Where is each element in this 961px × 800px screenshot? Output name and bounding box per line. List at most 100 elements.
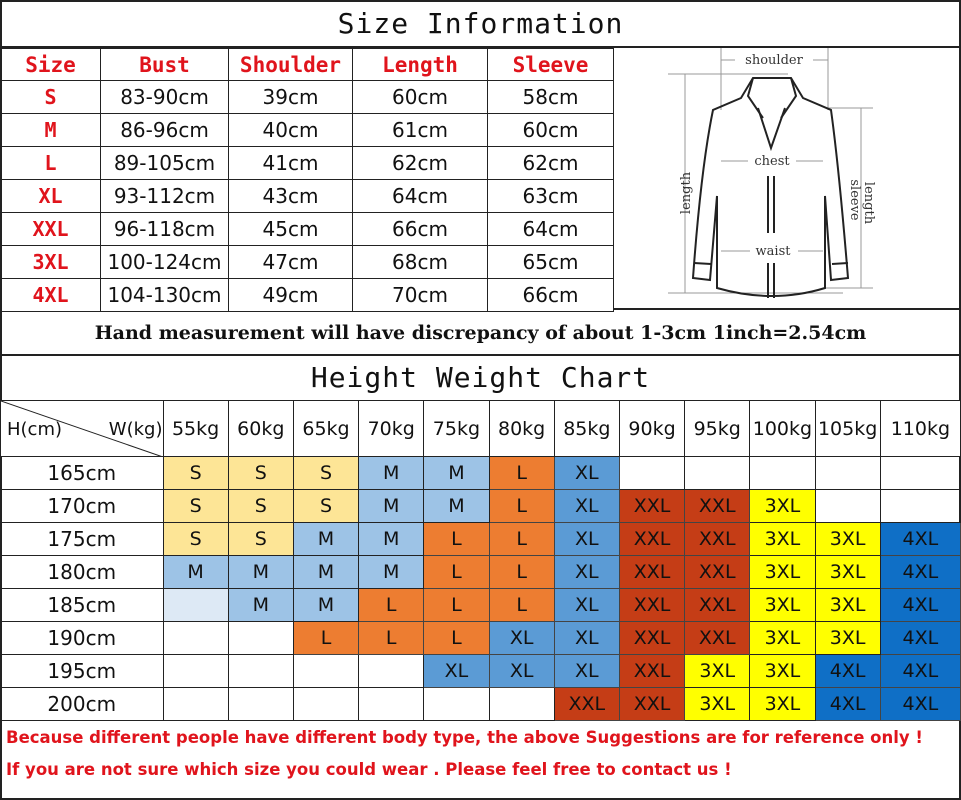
- size-cell: [814, 489, 881, 523]
- weight-header: 80kg: [488, 400, 555, 457]
- size-cell: 4XL: [879, 522, 961, 556]
- size-value: 62cm: [487, 146, 614, 180]
- size-cell: [488, 687, 555, 721]
- height-label: 165cm: [0, 456, 164, 490]
- size-table-header: Size Bust Shoulder Length Sleeve: [0, 48, 614, 81]
- size-cell: [618, 456, 686, 490]
- size-cell: [879, 489, 961, 523]
- size-cell: 4XL: [879, 687, 961, 721]
- label-length: length: [679, 171, 694, 214]
- size-cell: L: [488, 555, 555, 589]
- size-value: 43cm: [228, 179, 353, 213]
- height-label: 180cm: [0, 555, 164, 589]
- size-cell: XL: [553, 489, 620, 523]
- size-value: 100-124cm: [100, 245, 229, 279]
- size-cell: M: [423, 489, 490, 523]
- size-cell: S: [162, 456, 229, 490]
- size-cell: XL: [553, 522, 620, 556]
- size-row: XXL 96-118cm 45cm 66cm 64cm: [0, 212, 614, 246]
- size-cell: [162, 621, 229, 655]
- height-label: 170cm: [0, 489, 164, 523]
- size-value: 89-105cm: [100, 146, 229, 180]
- size-cell: [879, 456, 961, 490]
- size-cell: XXL: [684, 621, 751, 655]
- size-cell: XL: [488, 654, 555, 688]
- weight-axis-label: W(kg): [108, 419, 163, 440]
- size-info-table: Size Bust Shoulder Length Sleeve S 83-90cm 39c…: [0, 48, 614, 312]
- weight-header: 60kg: [227, 400, 294, 457]
- label-sleeve-length: length: [861, 182, 876, 225]
- height-row: 175cm S S M M L L XL XXL XXL 3XL 3XL 4XL: [0, 522, 961, 556]
- size-cell: M: [358, 522, 425, 556]
- size-label: S: [0, 80, 101, 114]
- size-cell: [162, 588, 229, 622]
- size-cell: 4XL: [879, 654, 961, 688]
- footer-line-2: If you are not sure which size you could…: [6, 760, 732, 779]
- label-shoulder: shoulder: [745, 53, 803, 68]
- size-cell: L: [488, 588, 555, 622]
- weight-header: 100kg: [749, 400, 816, 457]
- size-header-shoulder: Shoulder: [228, 48, 353, 81]
- size-cell: XXL: [684, 588, 751, 622]
- size-cell: 3XL: [749, 654, 816, 688]
- size-cell: L: [292, 621, 360, 655]
- weight-header-row: H(cm) W(kg) 55kg 60kg 65kg 70kg 75kg 80kg 85kg…: [0, 400, 961, 457]
- size-cell: 3XL: [814, 522, 881, 556]
- size-cell: XL: [553, 555, 620, 589]
- size-cell: [227, 621, 294, 655]
- weight-header: 90kg: [618, 400, 686, 457]
- size-value: 39cm: [228, 80, 353, 114]
- size-cell: [227, 687, 294, 721]
- size-value: 63cm: [487, 179, 614, 213]
- size-value: 65cm: [487, 245, 614, 279]
- size-value: 58cm: [487, 80, 614, 114]
- size-value: 61cm: [352, 113, 488, 147]
- size-cell: [227, 654, 294, 688]
- size-value: 60cm: [487, 113, 614, 147]
- height-label: 200cm: [0, 687, 164, 721]
- weight-header: 85kg: [553, 400, 620, 457]
- size-value: 64cm: [487, 212, 614, 246]
- height-weight-table: H(cm) W(kg) 55kg 60kg 65kg 70kg 75kg 80kg 85kg…: [0, 400, 961, 721]
- size-cell: 3XL: [749, 555, 816, 589]
- height-label: 175cm: [0, 522, 164, 556]
- size-cell: 3XL: [684, 654, 751, 688]
- label-sleeve: sleeve: [847, 179, 862, 221]
- footer-notice: Because different people have different …: [0, 722, 961, 786]
- size-cell: L: [358, 588, 425, 622]
- size-cell: 3XL: [749, 588, 816, 622]
- size-cell: S: [227, 489, 294, 523]
- size-header-size: Size: [0, 48, 101, 81]
- size-value: 96-118cm: [100, 212, 229, 246]
- height-label: 190cm: [0, 621, 164, 655]
- measurement-note: Hand measurement will have discrepancy o…: [0, 310, 961, 356]
- height-label: 195cm: [0, 654, 164, 688]
- size-row: S 83-90cm 39cm 60cm 58cm: [0, 80, 614, 114]
- size-cell: [749, 456, 816, 490]
- height-row: 190cm L L L XL XL XXL XXL 3XL 3XL 4XL: [0, 621, 961, 655]
- size-cell: XL: [423, 654, 490, 688]
- size-cell: L: [358, 621, 425, 655]
- size-value: 93-112cm: [100, 179, 229, 213]
- weight-header: 95kg: [684, 400, 751, 457]
- size-cell: [292, 654, 360, 688]
- weight-header: 75kg: [423, 400, 490, 457]
- height-row: 170cm S S S M M L XL XXL XXL 3XL: [0, 489, 961, 523]
- size-cell: XXL: [618, 489, 686, 523]
- size-value: 62cm: [352, 146, 488, 180]
- size-row: M 86-96cm 40cm 61cm 60cm: [0, 113, 614, 147]
- size-value: 66cm: [352, 212, 488, 246]
- size-cell: S: [292, 489, 360, 523]
- size-cell: [292, 687, 360, 721]
- size-cell: S: [292, 456, 360, 490]
- height-weight-title: Height Weight Chart: [310, 361, 651, 394]
- size-header-length: Length: [352, 48, 488, 81]
- size-label: XL: [0, 179, 101, 213]
- size-cell: S: [162, 522, 229, 556]
- weight-header: 110kg: [879, 400, 961, 457]
- size-cell: M: [292, 588, 360, 622]
- height-row: 195cm XL XL XL XXL 3XL 3XL 4XL 4XL: [0, 654, 961, 688]
- size-value: 86-96cm: [100, 113, 229, 147]
- shirt-icon: shoulder chest waist length sleeve lengt…: [668, 48, 876, 298]
- size-cell: 4XL: [879, 621, 961, 655]
